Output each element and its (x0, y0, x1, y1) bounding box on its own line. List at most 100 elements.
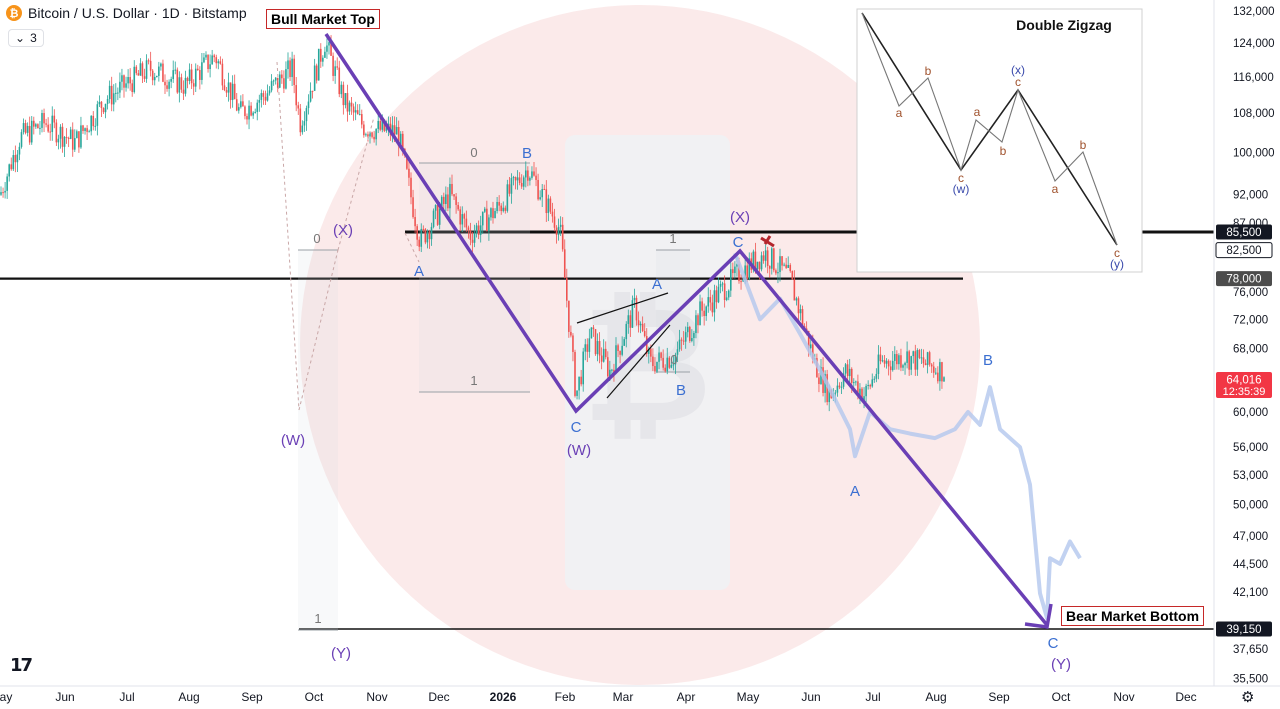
candle-body (117, 92, 119, 94)
candle-body (473, 232, 476, 243)
candle-body (510, 178, 513, 194)
candle-body (623, 339, 625, 346)
candle-body (928, 352, 931, 365)
fib-zone (656, 250, 690, 372)
candle-body (791, 271, 794, 280)
candle-body (738, 264, 740, 282)
candle-body (143, 76, 146, 79)
candle-body (584, 344, 587, 352)
y-tick-label: 50,000 (1233, 500, 1268, 512)
candle-body (795, 298, 798, 301)
candle-body (213, 55, 215, 58)
candle-body (541, 188, 543, 198)
candle-body (641, 323, 644, 331)
x-tick-label: 2026 (490, 690, 517, 704)
candle-body (885, 360, 888, 364)
candle-body (662, 357, 664, 368)
candle-body (793, 279, 796, 301)
settings-gear-icon[interactable]: ⚙ (1241, 688, 1255, 706)
candle-body (522, 177, 525, 187)
y-tick-label: 72,000 (1233, 314, 1268, 326)
candle-body (643, 330, 646, 337)
candle-body (875, 373, 878, 379)
candle-body (543, 188, 546, 190)
price-badge (1216, 224, 1272, 240)
candle-body (801, 309, 804, 327)
candle-body (619, 350, 621, 355)
candle-body (844, 364, 847, 374)
candle-body (609, 369, 611, 377)
candle-body (545, 189, 548, 214)
candle-body (596, 341, 599, 355)
candle-body (900, 355, 902, 368)
svg-text:₿: ₿ (582, 271, 712, 458)
candle-body (346, 93, 349, 112)
wave-path[interactable] (324, 33, 1049, 627)
candle-body (82, 125, 84, 131)
bull-market-top-label: Bull Market Top (266, 9, 380, 29)
candle-body (63, 136, 66, 147)
candle-body (906, 351, 908, 363)
candle-body (45, 123, 47, 125)
candle-body (332, 55, 334, 76)
candle-body (488, 217, 490, 232)
candle-body (367, 134, 369, 137)
candle-body (207, 54, 209, 70)
candle-body (53, 115, 56, 123)
candle-body (383, 119, 386, 131)
inset-wave-label: (w) (953, 182, 970, 196)
candle-body (916, 350, 919, 370)
y-tick-label: 108,000 (1233, 108, 1275, 120)
candle-body (531, 171, 533, 178)
indicator-toggle[interactable]: ⌄ 3 (8, 29, 44, 47)
candle-body (672, 364, 675, 366)
candle-body (299, 108, 302, 133)
candle-body (215, 57, 218, 64)
triangle-lower-line[interactable] (606, 324, 671, 399)
y-tick-label: 44,500 (1233, 559, 1268, 571)
candle-body (2, 192, 4, 194)
candle-body (268, 90, 271, 94)
candle-body (602, 348, 605, 362)
candle-body (818, 377, 820, 385)
candle-body (205, 54, 207, 58)
candle-body (479, 225, 482, 235)
wave-label: A (850, 483, 860, 500)
candle-body (381, 119, 384, 130)
candle-body (78, 131, 80, 148)
candle-body (328, 42, 330, 46)
candle-body (535, 175, 537, 180)
candle-body (434, 205, 437, 211)
candle-body (742, 279, 744, 282)
candle-body (410, 177, 412, 198)
candle-body (322, 57, 324, 62)
candle-body (311, 90, 314, 92)
candle-body (492, 208, 494, 219)
x-tick-label: Jul (119, 690, 134, 704)
candle-body (713, 290, 716, 313)
bitcoin-watermark: ₿ (300, 5, 980, 685)
triangle-upper-line[interactable] (576, 292, 669, 324)
candle-body (133, 66, 136, 93)
candle-body (656, 361, 658, 372)
candle-body (756, 261, 759, 270)
candle-body (508, 184, 511, 194)
candle-body (797, 298, 800, 314)
price-axis[interactable] (1214, 0, 1280, 709)
candle-body (617, 345, 619, 351)
candle-body (33, 120, 35, 127)
candle-body (461, 214, 464, 225)
candle-body (86, 128, 88, 132)
candle-body (576, 390, 578, 396)
candle-body (695, 315, 697, 333)
candle-body (512, 177, 515, 179)
candle-body (252, 112, 254, 116)
candle-body (141, 63, 144, 77)
candle-body (600, 355, 603, 362)
candle-body (293, 58, 295, 86)
candle-body (41, 113, 43, 128)
wave-label: 0 (470, 145, 477, 160)
candle-body (106, 99, 109, 104)
candle-body (611, 369, 613, 371)
